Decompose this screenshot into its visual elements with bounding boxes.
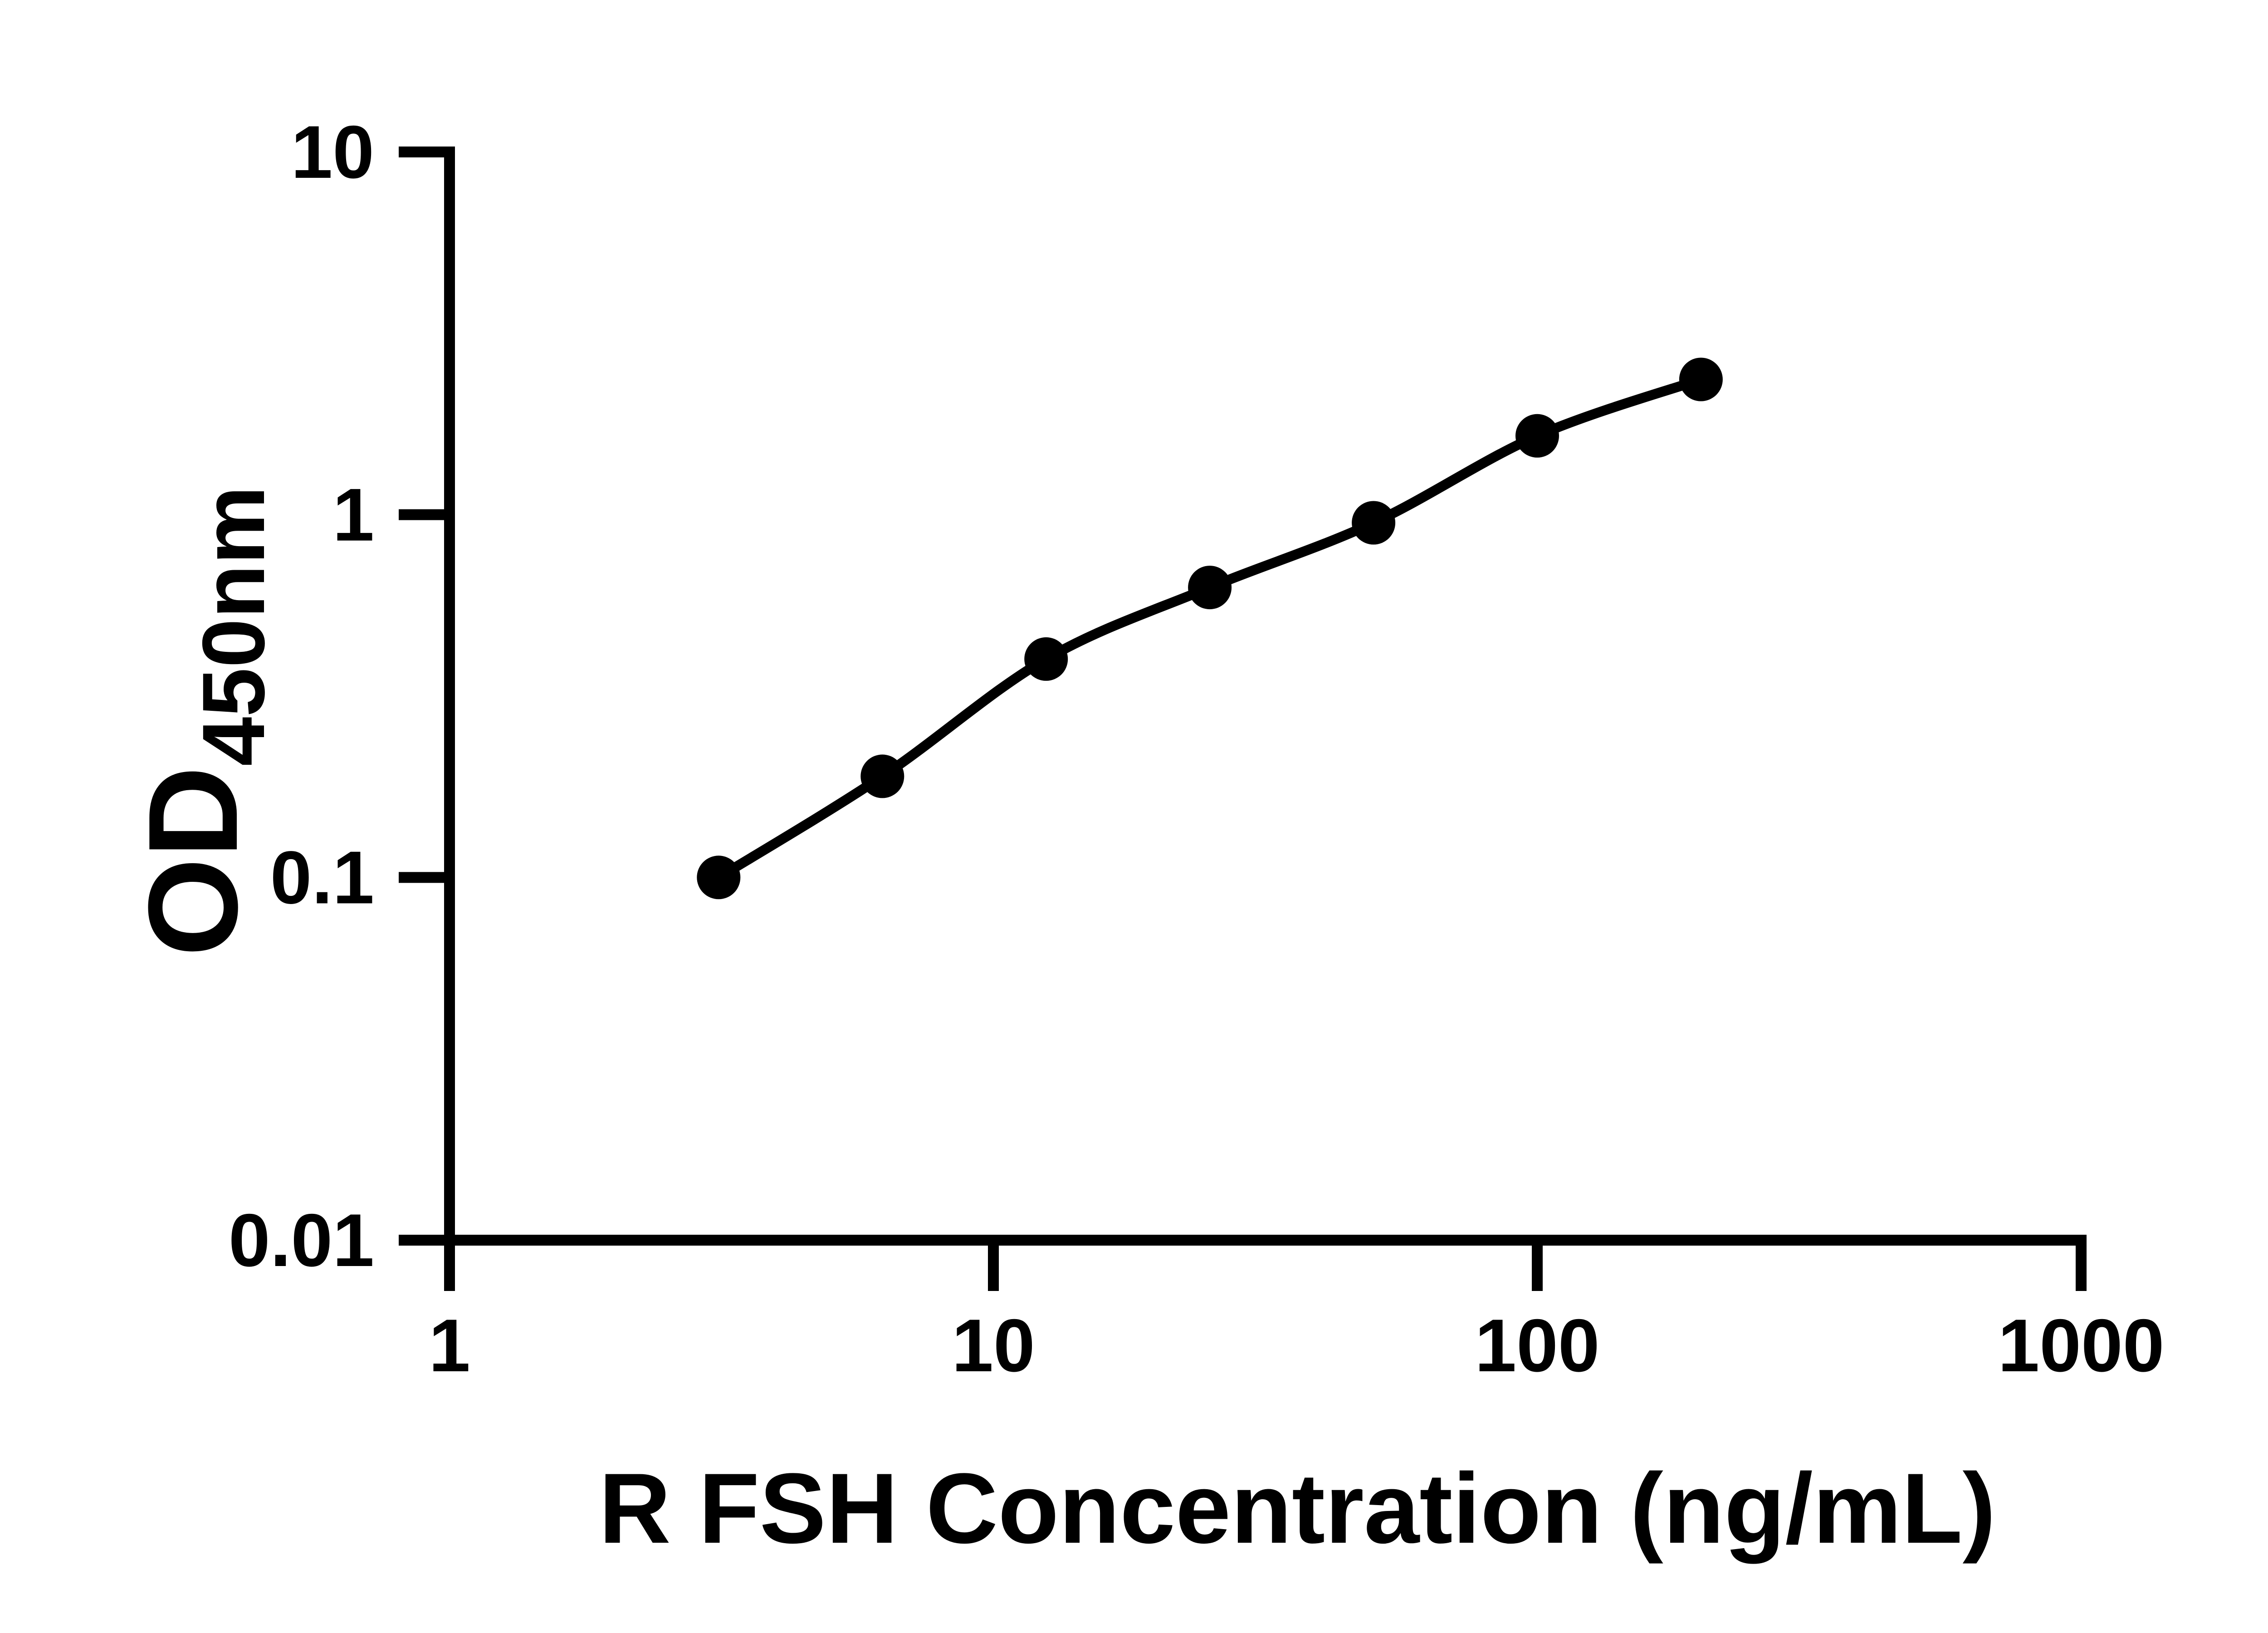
data-point-marker-0 bbox=[697, 856, 741, 900]
y-tick-label-0.1: 0.1 bbox=[270, 836, 374, 919]
data-point-marker-2 bbox=[1024, 637, 1068, 681]
curve-line bbox=[716, 375, 1703, 882]
y-tick-label-1: 1 bbox=[332, 473, 374, 557]
x-tick-label-100: 100 bbox=[1475, 1304, 1599, 1387]
data-point-marker-3 bbox=[1188, 566, 1232, 610]
x-tick-label-1000: 1000 bbox=[1998, 1304, 2164, 1387]
x-tick-label-10: 10 bbox=[952, 1304, 1035, 1387]
y-axis-title-subscript: 450nm bbox=[184, 486, 283, 766]
y-axis-title-main: OD bbox=[122, 766, 264, 957]
x-tick-label-1: 1 bbox=[429, 1304, 470, 1387]
plot-area: 10 1 0.1 0.01 1 10 100 1000 bbox=[229, 110, 2165, 1387]
y-tick-label-0.01: 0.01 bbox=[229, 1198, 374, 1282]
y-tick-label-10: 10 bbox=[291, 110, 374, 194]
y-axis-title: OD450nm bbox=[122, 486, 283, 957]
data-point-marker-4 bbox=[1352, 501, 1396, 545]
data-point-marker-1 bbox=[860, 754, 904, 798]
data-point-marker-6 bbox=[1679, 357, 1723, 401]
x-axis-title: R FSH Concentration (ng/mL) bbox=[599, 1452, 1996, 1564]
data-point-marker-5 bbox=[1515, 414, 1559, 458]
